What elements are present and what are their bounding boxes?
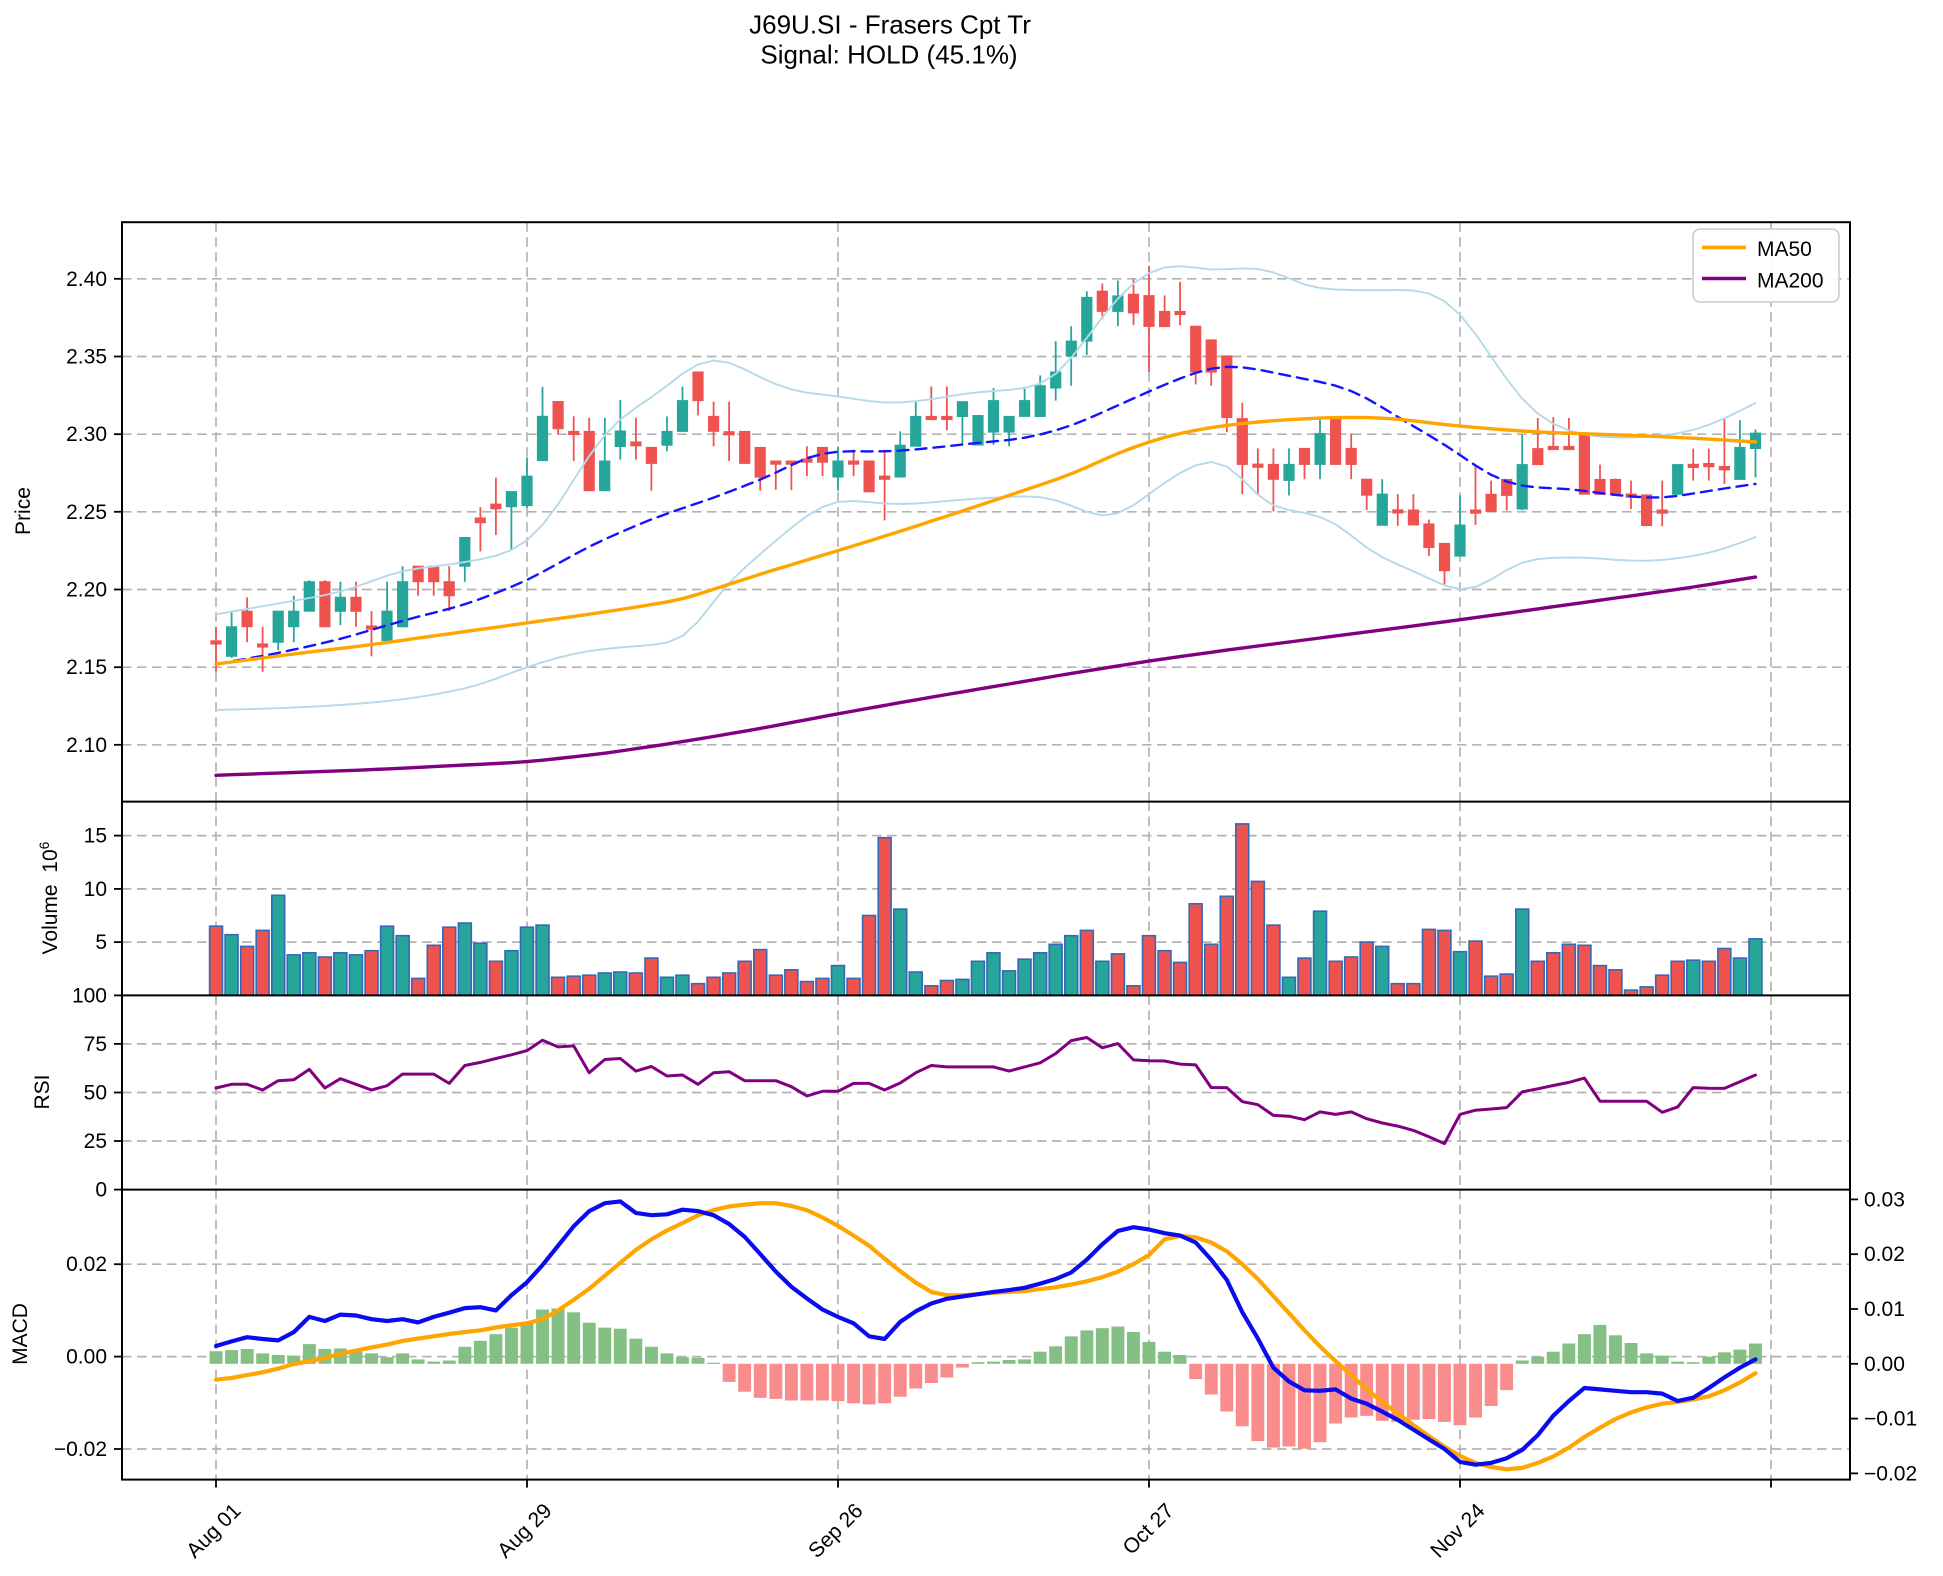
svg-text:2.20: 2.20 [66, 579, 107, 602]
svg-text:0.02: 0.02 [66, 1253, 107, 1276]
svg-text:0.01: 0.01 [1864, 1298, 1905, 1321]
svg-text:2.15: 2.15 [66, 656, 107, 679]
svg-text:−0.02: −0.02 [54, 1438, 107, 1461]
svg-text:0.00: 0.00 [1864, 1353, 1905, 1376]
svg-text:25: 25 [84, 1130, 107, 1153]
svg-text:15: 15 [84, 825, 107, 848]
svg-text:75: 75 [84, 1033, 107, 1056]
svg-text:0.00: 0.00 [66, 1346, 107, 1369]
svg-text:MACD: MACD [9, 1303, 32, 1365]
svg-text:100: 100 [72, 984, 107, 1007]
svg-text:50: 50 [84, 1082, 107, 1105]
svg-text:2.10: 2.10 [66, 734, 107, 757]
svg-text:0.03: 0.03 [1864, 1188, 1905, 1211]
svg-text:0: 0 [95, 1179, 107, 1202]
svg-text:Price: Price [12, 487, 35, 535]
svg-text:−0.01: −0.01 [1864, 1408, 1917, 1431]
svg-text:2.25: 2.25 [66, 501, 107, 524]
svg-text:MA200: MA200 [1757, 270, 1824, 293]
svg-text:Signal: HOLD (45.1%): Signal: HOLD (45.1%) [760, 40, 1017, 70]
svg-text:10: 10 [84, 878, 107, 901]
svg-text:2.40: 2.40 [66, 268, 107, 291]
svg-text:MA50: MA50 [1757, 238, 1812, 261]
svg-text:0.02: 0.02 [1864, 1243, 1905, 1266]
svg-text:5: 5 [95, 931, 107, 954]
svg-text:2.35: 2.35 [66, 346, 107, 369]
svg-text:J69U.SI - Frasers Cpt Tr: J69U.SI - Frasers Cpt Tr [749, 10, 1031, 40]
svg-text:Volume 106: Volume 106 [36, 841, 62, 954]
svg-text:−0.02: −0.02 [1864, 1462, 1917, 1485]
svg-text:RSI: RSI [31, 1074, 54, 1109]
svg-text:2.30: 2.30 [66, 423, 107, 446]
